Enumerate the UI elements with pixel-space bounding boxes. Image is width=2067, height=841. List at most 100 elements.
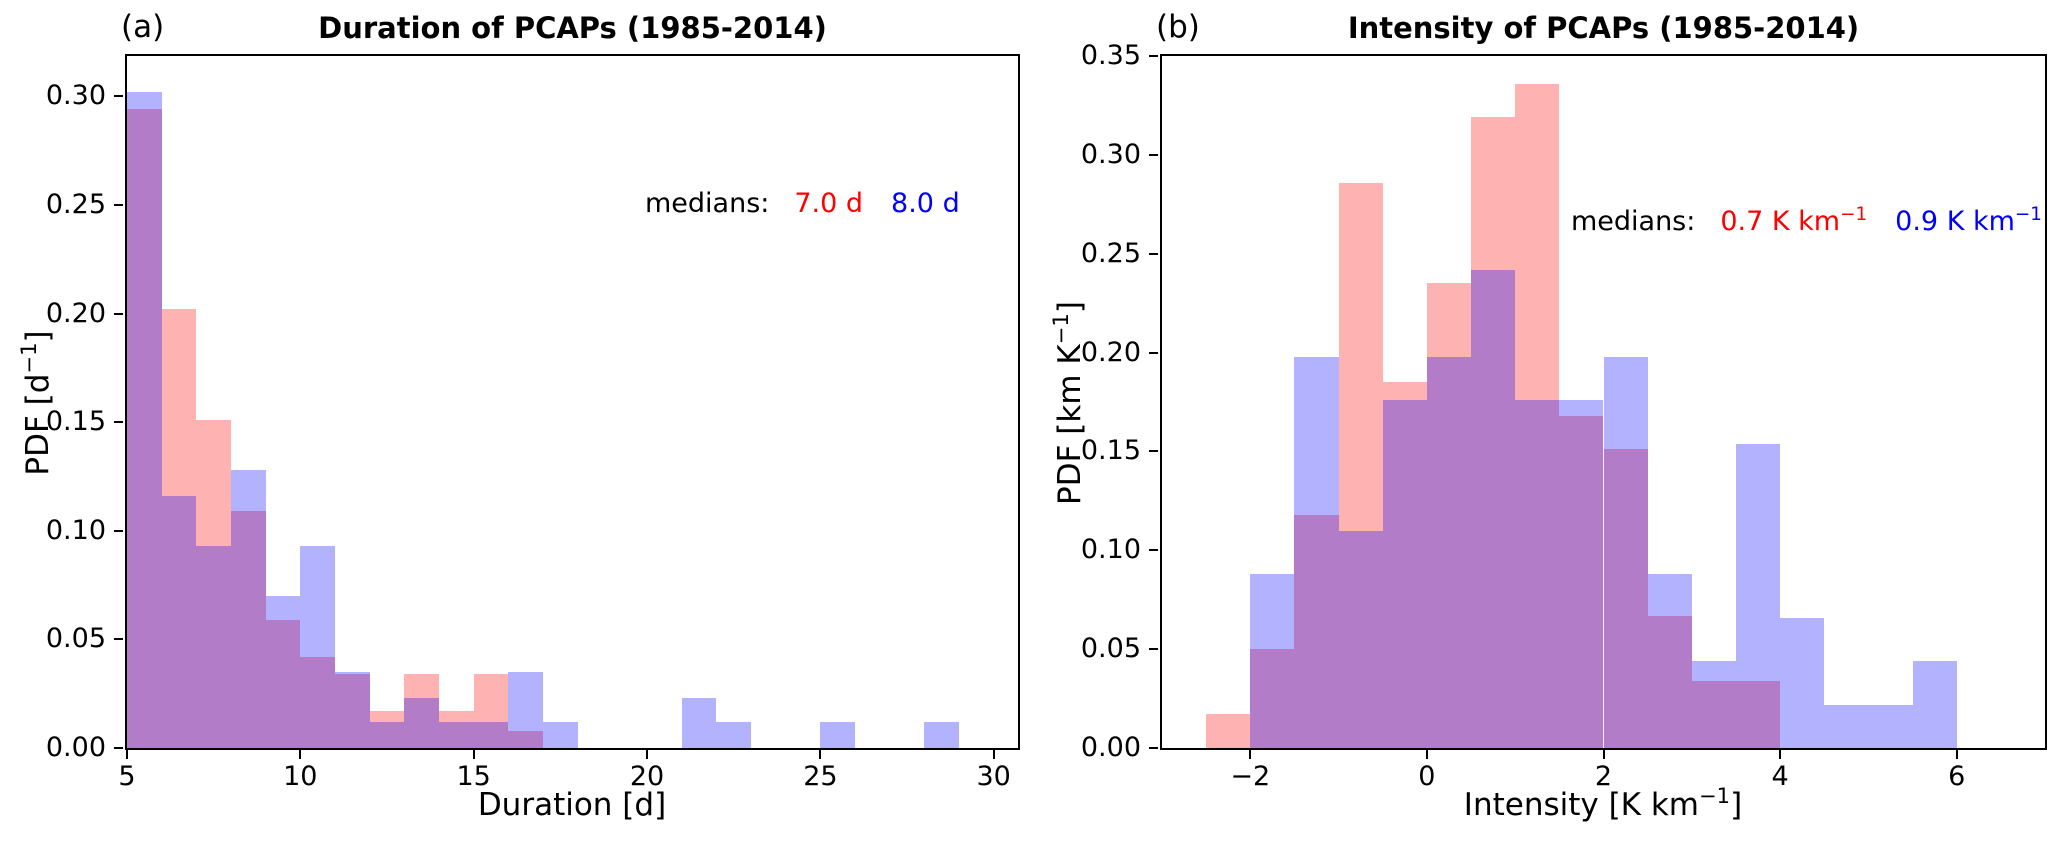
- hist-bar-red: [1294, 514, 1339, 748]
- hist-bar-blue: [1691, 661, 1736, 748]
- y-tick: [114, 529, 123, 532]
- y-tick-label: 0.25: [1080, 237, 1141, 269]
- x-tick-label: 4: [1771, 761, 1789, 792]
- blue-median-value: 8.0 d: [891, 188, 960, 219]
- x-tick-label: 30: [976, 761, 1011, 792]
- x-tick-label: 15: [456, 761, 491, 792]
- medians-prefix: medians:: [645, 188, 770, 219]
- hist-bar-blue: [508, 671, 544, 748]
- hist-bar-red: [1338, 182, 1383, 748]
- hist-bar-blue: [335, 671, 370, 748]
- y-tick-label: 0.25: [45, 188, 106, 220]
- blue-median-value: 0.9 K km−1: [1895, 203, 2042, 237]
- y-tick: [1149, 55, 1158, 57]
- duration-plot-area: [125, 54, 1020, 750]
- y-tick: [1149, 549, 1158, 552]
- y-tick-label: 0.15: [45, 406, 106, 438]
- hist-bar-red: [1647, 615, 1692, 748]
- hist-bar-red: [404, 674, 439, 748]
- medians-prefix: medians:: [1570, 206, 1696, 237]
- hist-bar-blue: [1735, 443, 1781, 748]
- y-tick: [1149, 450, 1158, 453]
- x-tick-label: 10: [283, 761, 318, 792]
- hist-bar-red: [196, 419, 231, 748]
- hist-bar-red: [508, 730, 544, 748]
- duration-bars-layer: [127, 56, 1018, 748]
- hist-bar-red: [335, 674, 370, 748]
- panel-b-title: Intensity of PCAPs (1985-2014): [1347, 11, 1860, 45]
- hist-bar-blue: [1250, 574, 1295, 748]
- y-tick: [114, 95, 123, 98]
- hist-bar-red: [231, 511, 266, 748]
- x-tick: [1249, 750, 1252, 759]
- y-tick-label: 0.05: [1080, 633, 1141, 665]
- hist-bar-blue: [265, 595, 301, 748]
- hist-bar-red: [1515, 83, 1560, 748]
- hist-bar-red: [161, 309, 197, 748]
- y-tick-label: 0.20: [45, 297, 106, 329]
- x-tick-label: 2: [1594, 761, 1613, 792]
- x-tick-label: −2: [1230, 761, 1271, 792]
- y-tick-label: 0.35: [1080, 40, 1141, 71]
- hist-bar-red: [1382, 382, 1427, 748]
- hist-bar-red: [1735, 680, 1781, 748]
- hist-bar-blue: [1294, 356, 1339, 748]
- hist-bar-red: [1603, 449, 1648, 748]
- hist-bar-blue: [1912, 661, 1957, 748]
- hist-bar-blue: [196, 545, 231, 748]
- hist-bar-blue: [1868, 704, 1913, 748]
- y-tick: [114, 638, 123, 641]
- panel-a-medians-annotation: medians: 7.0 d 8.0 d: [645, 187, 960, 221]
- x-tick: [299, 750, 302, 759]
- hist-bar-red: [265, 619, 301, 748]
- intensity-plot-area: [1160, 54, 2047, 750]
- hist-bar-red: [1426, 283, 1472, 748]
- hist-bar-red: [1471, 117, 1516, 748]
- hist-bar-blue: [161, 495, 197, 748]
- hist-bar-blue: [1559, 400, 1604, 748]
- y-tick-label: 0.30: [1080, 138, 1141, 170]
- hist-bar-blue: [404, 698, 439, 748]
- y-tick: [114, 203, 123, 206]
- y-tick: [114, 747, 123, 749]
- y-tick-label: 0.15: [1080, 435, 1141, 467]
- y-tick: [1149, 252, 1158, 255]
- x-tick: [472, 750, 475, 759]
- hist-bar-red: [127, 109, 162, 748]
- y-tick-label: 0.00: [45, 732, 106, 763]
- hist-bar-blue: [369, 721, 405, 748]
- hist-bar-blue: [127, 91, 162, 748]
- x-tick: [992, 750, 995, 759]
- panel-b-label: (b): [1156, 9, 1200, 45]
- hist-bar-blue: [1426, 356, 1472, 748]
- hist-bar-red: [1691, 680, 1736, 748]
- panel-a-xaxis-label: Duration [d]: [477, 787, 667, 823]
- x-tick-label: 20: [629, 761, 665, 792]
- hist-bar-blue: [681, 698, 717, 748]
- y-tick-label: 0.00: [1080, 732, 1141, 763]
- hist-bar-blue: [1515, 400, 1560, 748]
- hist-bar-red: [1206, 714, 1251, 748]
- hist-bar-blue: [473, 721, 509, 748]
- panel-a-title: Duration of PCAPs (1985-2014): [318, 11, 827, 45]
- x-tick-label: 25: [803, 761, 838, 792]
- hist-bar-red: [1250, 649, 1295, 748]
- x-tick: [1779, 750, 1782, 759]
- hist-bar-blue: [820, 721, 856, 748]
- hist-bar-blue: [1780, 617, 1825, 748]
- x-tick: [1955, 750, 1958, 759]
- y-tick-label: 0.30: [45, 80, 106, 112]
- x-tick-label: 5: [118, 761, 136, 792]
- hist-bar-blue: [716, 721, 752, 748]
- hist-bar-blue: [924, 721, 960, 748]
- y-tick: [1149, 648, 1158, 651]
- y-tick: [1149, 351, 1158, 354]
- y-tick-label: 0.05: [45, 623, 106, 655]
- hist-bar-blue: [1824, 704, 1869, 748]
- y-tick-label: 0.20: [1080, 336, 1141, 368]
- panel-b-yaxis-label: PDF [km K−1]: [1048, 301, 1088, 505]
- panel-b-medians-annotation: medians: 0.7 K km−1 0.9 K km−1: [1570, 203, 2042, 242]
- y-tick: [1149, 153, 1158, 156]
- x-tick: [819, 750, 822, 759]
